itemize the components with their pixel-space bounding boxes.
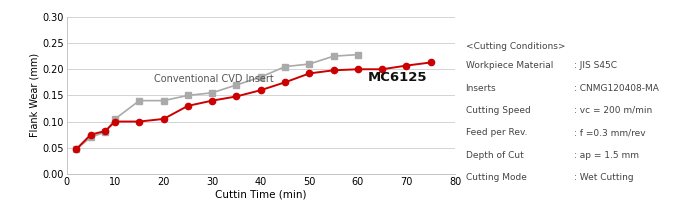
Text: Feed per Rev.: Feed per Rev. [466, 128, 527, 137]
Y-axis label: Flank Wear (mm): Flank Wear (mm) [29, 53, 39, 137]
Text: Workpiece Material: Workpiece Material [466, 61, 553, 70]
Text: : JIS S45C: : JIS S45C [574, 61, 617, 70]
Text: : vc = 200 m/min: : vc = 200 m/min [574, 106, 652, 115]
Text: Cutting Mode: Cutting Mode [466, 173, 526, 182]
Text: : f =0.3 mm/rev: : f =0.3 mm/rev [574, 128, 645, 137]
Text: Inserts: Inserts [466, 84, 496, 93]
Text: Conventional CVD Insert: Conventional CVD Insert [154, 74, 274, 84]
Text: MC6125: MC6125 [368, 71, 427, 84]
Text: Cutting Speed: Cutting Speed [466, 106, 531, 115]
Text: : CNMG120408-MA: : CNMG120408-MA [574, 84, 659, 93]
X-axis label: Cuttin Time (min): Cuttin Time (min) [215, 189, 307, 199]
Text: Depth of Cut: Depth of Cut [466, 151, 524, 159]
Text: <Cutting Conditions>: <Cutting Conditions> [466, 42, 565, 51]
Text: : Wet Cutting: : Wet Cutting [574, 173, 634, 182]
Text: : ap = 1.5 mm: : ap = 1.5 mm [574, 151, 639, 159]
